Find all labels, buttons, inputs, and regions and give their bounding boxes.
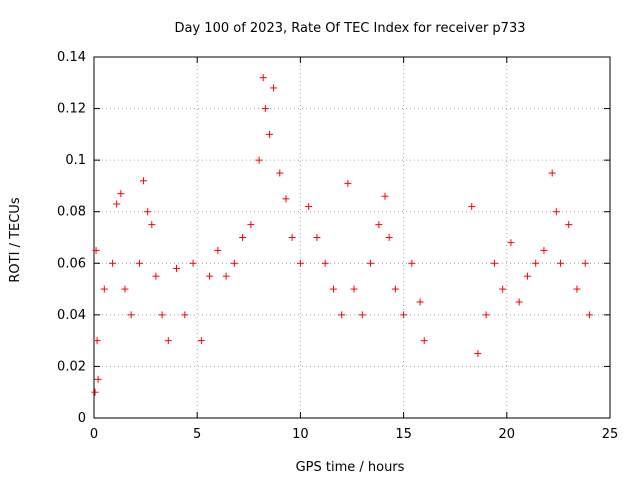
x-tick-label: 20 (499, 427, 516, 442)
data-point (507, 239, 515, 247)
y-tick-label: 0.12 (57, 102, 86, 117)
data-point (206, 272, 214, 280)
y-tick-label: 0.08 (57, 205, 86, 220)
data-point (259, 74, 267, 82)
y-tick-label: 0.14 (57, 50, 86, 65)
data-point (391, 285, 399, 293)
x-tick-label: 15 (395, 427, 412, 442)
data-point (416, 298, 424, 306)
data-point (515, 298, 523, 306)
data-point (261, 105, 269, 113)
y-axis-ticks: 0 0.02 0.04 0.06 0.08 0.1 0.12 0.14 (57, 50, 610, 426)
data-point (358, 311, 366, 319)
data-point (222, 272, 230, 280)
data-point (197, 337, 205, 345)
data-point (127, 311, 135, 319)
data-point (585, 311, 593, 319)
data-point (350, 285, 358, 293)
data-point (181, 311, 189, 319)
data-point (344, 179, 352, 187)
data-point (239, 234, 247, 241)
x-tick-label: 10 (292, 427, 309, 442)
x-tick-label: 0 (90, 427, 98, 442)
data-point (581, 259, 589, 267)
data-points (91, 74, 593, 396)
data-point (321, 259, 329, 267)
data-point (276, 169, 284, 177)
data-point (375, 221, 383, 229)
data-point (113, 200, 121, 208)
chart-title: Day 100 of 2023, Rate Of TEC Index for r… (175, 21, 526, 36)
x-tick-label: 25 (602, 427, 619, 442)
data-point (420, 337, 428, 345)
data-point (189, 259, 197, 267)
y-tick-label: 0 (78, 411, 86, 426)
y-tick-label: 0.06 (57, 256, 86, 271)
y-tick-label: 0.02 (57, 359, 86, 374)
data-point (329, 285, 337, 293)
data-point (313, 234, 321, 241)
data-point (385, 234, 393, 241)
x-axis-label: GPS time / hours (296, 460, 405, 475)
data-point (255, 156, 263, 164)
data-point (91, 388, 99, 396)
data-point (109, 259, 117, 267)
data-point (556, 259, 564, 267)
data-point (540, 246, 548, 254)
data-point (305, 203, 313, 211)
grid-lines (94, 57, 610, 418)
data-point (92, 246, 100, 254)
data-point (367, 259, 375, 267)
data-point (135, 259, 143, 267)
data-point (296, 259, 304, 267)
data-point (282, 195, 290, 203)
data-point (230, 259, 238, 267)
data-point (117, 190, 125, 198)
data-point (523, 272, 531, 280)
data-point (140, 177, 148, 185)
data-point (158, 311, 166, 319)
plot-frame (93, 56, 611, 419)
data-point (338, 311, 346, 319)
data-point (288, 234, 296, 241)
data-point (552, 208, 560, 216)
data-point (270, 84, 278, 92)
data-point (499, 285, 507, 293)
data-point (468, 203, 476, 211)
data-point (265, 130, 273, 138)
y-tick-label: 0.1 (65, 153, 86, 168)
y-axis-label: ROTI / TECUs (8, 197, 23, 282)
data-point (400, 311, 408, 319)
data-point (144, 208, 152, 216)
x-tick-label: 5 (193, 427, 201, 442)
data-point (93, 337, 101, 345)
data-point (173, 264, 181, 272)
data-point (548, 169, 556, 177)
data-point (573, 285, 581, 293)
data-point (148, 221, 156, 229)
data-point (152, 272, 160, 280)
y-tick-label: 0.04 (57, 308, 86, 323)
data-point (490, 259, 498, 267)
x-axis-ticks: 0 5 10 15 20 25 (90, 57, 618, 442)
data-point (474, 350, 482, 358)
data-point (482, 311, 490, 319)
data-point (164, 337, 172, 345)
data-point (408, 259, 416, 267)
data-point (565, 221, 573, 229)
data-point (94, 375, 102, 383)
data-point (121, 285, 129, 293)
data-point (100, 285, 108, 293)
data-point (532, 259, 540, 267)
data-point (214, 246, 222, 254)
data-point (381, 192, 389, 200)
data-point (247, 221, 255, 229)
